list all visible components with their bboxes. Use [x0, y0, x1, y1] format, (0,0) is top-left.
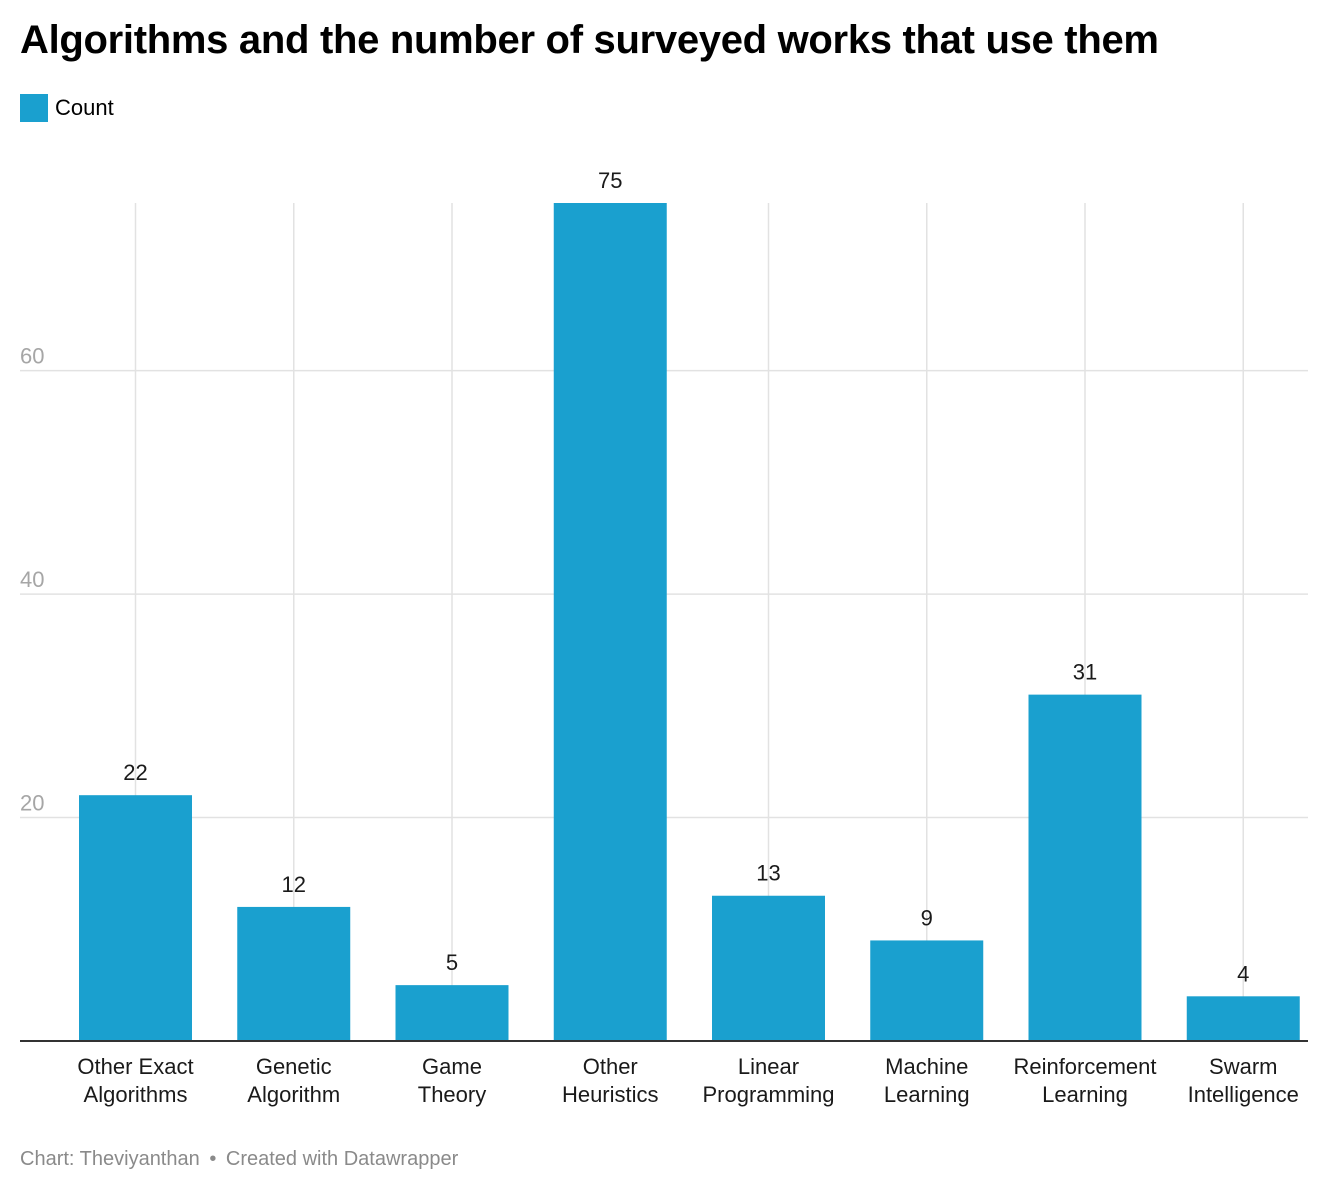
- legend-swatch: [20, 94, 48, 122]
- bar: [1028, 694, 1142, 1041]
- x-tick-label: Other Heuristics: [562, 1054, 659, 1107]
- y-tick-label: 40: [20, 567, 44, 592]
- bar: [79, 795, 192, 1041]
- data-label: 5: [446, 950, 458, 975]
- chart-title: Algorithms and the number of surveyed wo…: [20, 18, 1159, 62]
- data-label: 12: [282, 872, 306, 897]
- legend: Count: [20, 94, 114, 122]
- footer-credit: Created with Datawrapper: [225, 1148, 459, 1170]
- bar: [395, 985, 509, 1041]
- x-tick-label: Other Exact Algorithms: [77, 1054, 193, 1107]
- x-tick-label: Machine Learning: [884, 1054, 970, 1107]
- bar: [712, 895, 825, 1041]
- data-label: 4: [1237, 961, 1249, 986]
- x-tick-label: Swarm Intelligence: [1188, 1054, 1299, 1107]
- x-tick-label: Reinforcement Learning: [1013, 1054, 1156, 1107]
- x-tick-label: Linear Programming: [702, 1054, 834, 1107]
- chart-footer: Chart: Theviyanthan • Created with Dataw…: [20, 1148, 458, 1171]
- data-label: 13: [756, 861, 780, 886]
- data-label: 31: [1073, 660, 1097, 685]
- bar: [237, 906, 351, 1041]
- data-label: 75: [598, 168, 622, 193]
- legend-label: Count: [55, 95, 114, 120]
- y-tick-label: 60: [20, 344, 44, 369]
- footer-source: Chart: Theviyanthan: [20, 1148, 200, 1170]
- data-label: 9: [921, 905, 933, 930]
- bar: [1186, 996, 1300, 1041]
- y-tick-label: 20: [20, 791, 44, 816]
- bar: [870, 940, 984, 1041]
- bar: [553, 203, 667, 1041]
- x-tick-label: Genetic Algorithm: [247, 1054, 340, 1107]
- x-tick-label: Game Theory: [418, 1054, 486, 1107]
- data-label: 22: [123, 760, 147, 785]
- footer-separator: •: [209, 1148, 217, 1170]
